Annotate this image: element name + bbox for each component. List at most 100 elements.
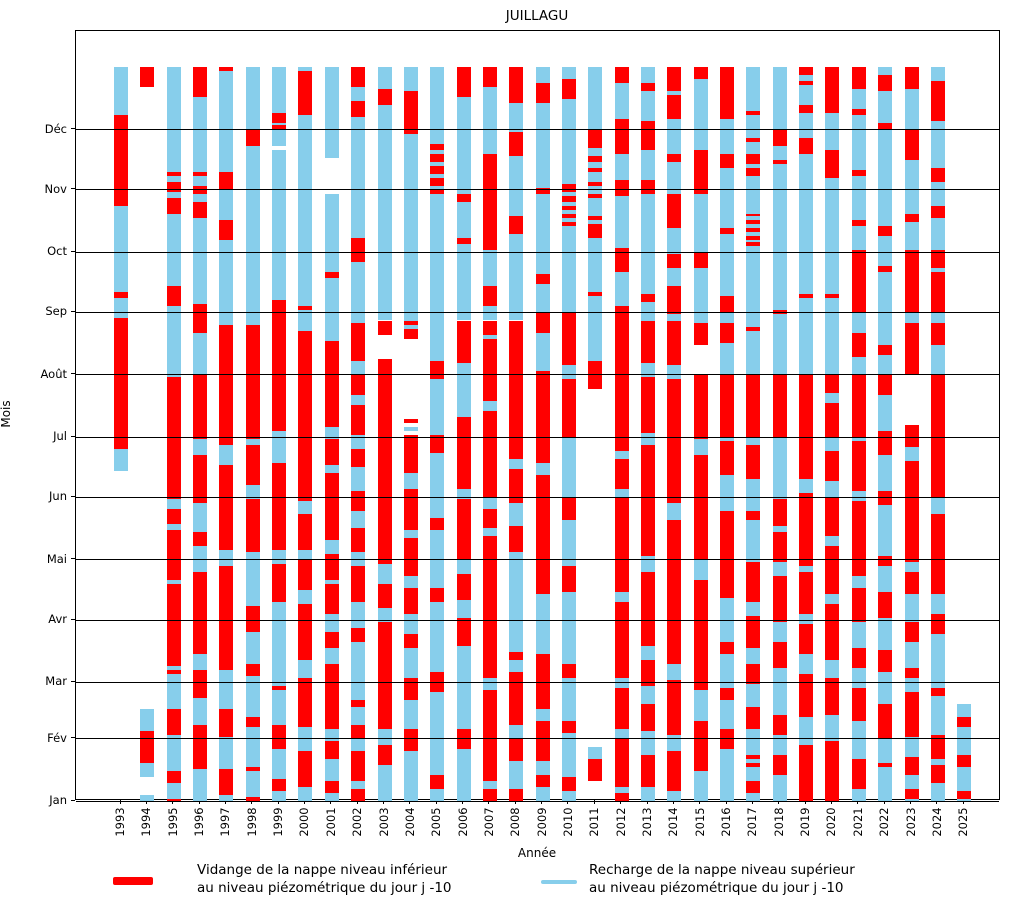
segment-vidange: [667, 67, 682, 92]
segment-recharge: [746, 224, 761, 229]
segment-recharge: [351, 642, 366, 701]
segment-recharge: [904, 642, 919, 669]
segment-recharge: [825, 113, 840, 150]
segment-vidange: [746, 153, 761, 164]
segment-recharge: [878, 354, 893, 375]
segment-recharge: [957, 726, 972, 755]
segment-recharge: [772, 437, 787, 500]
segment-recharge: [509, 103, 524, 132]
segment-recharge: [878, 91, 893, 124]
x-tick-label-2022: 2022: [877, 807, 892, 837]
segment-recharge: [746, 792, 761, 801]
segment-vidange: [324, 439, 339, 466]
segment-recharge: [904, 774, 919, 789]
segment-vidange: [456, 193, 471, 202]
y-tick-Fév: [71, 737, 75, 739]
segment-vidange: [509, 525, 524, 552]
segment-vidange: [641, 294, 655, 303]
year-bar-1995: [166, 31, 181, 801]
segment-recharge: [904, 159, 919, 214]
segment-recharge: [878, 129, 893, 226]
segment-recharge: [878, 455, 893, 492]
segment-vidange: [614, 459, 629, 490]
segment-recharge: [324, 728, 339, 741]
y-tick-label-Avr: Avr: [48, 612, 67, 627]
segment-recharge: [482, 497, 497, 510]
x-tick-label-1996: 1996: [192, 807, 207, 837]
x-tick-2020: [830, 800, 832, 804]
segment-recharge: [930, 121, 945, 168]
segment-recharge: [720, 342, 735, 375]
segment-vidange: [166, 770, 181, 783]
segment-recharge: [878, 67, 893, 76]
segment-vidange: [561, 776, 576, 791]
gridline-Sep: [76, 311, 999, 313]
year-bar-2019: [799, 31, 814, 801]
segment-recharge: [746, 215, 761, 220]
segment-vidange: [219, 324, 234, 446]
segment-recharge: [588, 67, 603, 130]
segment-vidange: [351, 788, 366, 801]
segment-recharge: [193, 175, 208, 186]
x-tick-label-2001: 2001: [323, 807, 338, 837]
segment-recharge: [272, 149, 287, 301]
segment-recharge: [430, 692, 445, 775]
segment-recharge: [561, 99, 576, 184]
segment-vidange: [324, 340, 339, 428]
segment-vidange: [825, 497, 840, 536]
x-tick-2011: [593, 800, 595, 804]
segment-recharge: [825, 177, 840, 295]
segment-recharge: [298, 501, 313, 514]
segment-vidange: [772, 531, 787, 562]
segment-vidange: [799, 374, 814, 480]
segment-vidange: [561, 221, 576, 226]
segment-recharge: [403, 67, 418, 92]
segment-vidange: [904, 756, 919, 775]
x-tick-label-2015: 2015: [692, 807, 707, 837]
segment-vidange: [324, 780, 339, 793]
year-bar-2001: [324, 31, 339, 801]
segment-vidange: [298, 750, 313, 787]
segment-recharge: [166, 191, 181, 198]
segment-recharge: [825, 714, 840, 741]
segment-recharge: [140, 708, 155, 731]
segment-recharge: [851, 668, 866, 689]
segment-recharge: [930, 312, 945, 323]
x-tick-label-2012: 2012: [613, 807, 628, 837]
x-tick-2025: [962, 800, 964, 804]
segment-recharge: [456, 244, 471, 321]
segment-vidange: [509, 131, 524, 156]
segment-vidange: [166, 708, 181, 735]
segment-vidange: [825, 294, 840, 299]
segment-vidange: [351, 67, 366, 88]
segment-vidange: [403, 419, 418, 424]
segment-recharge: [851, 89, 866, 110]
segment-vidange: [561, 720, 576, 733]
segment-vidange: [614, 67, 629, 84]
segment-vidange: [772, 499, 787, 526]
segment-vidange: [720, 322, 735, 343]
segment-vidange: [377, 744, 392, 765]
segment-vidange: [772, 129, 787, 146]
segment-vidange: [746, 706, 761, 729]
gridline-Jun: [76, 496, 999, 498]
segment-vidange: [482, 690, 497, 781]
segment-vidange: [588, 215, 603, 220]
segment-vidange: [219, 465, 234, 550]
segment-recharge: [746, 479, 761, 512]
segment-recharge: [535, 284, 550, 313]
segment-vidange: [193, 374, 208, 440]
segment-vidange: [114, 292, 128, 299]
segment-recharge: [456, 599, 471, 619]
segment-recharge: [403, 575, 418, 588]
segment-vidange: [535, 274, 550, 285]
segment-recharge: [245, 676, 260, 717]
y-tick-label-Fév: Fév: [47, 730, 67, 745]
segment-recharge: [720, 437, 735, 442]
segment-vidange: [772, 159, 787, 164]
segment-vidange: [588, 758, 603, 781]
segment-recharge: [456, 489, 471, 500]
segment-vidange: [693, 252, 708, 269]
segment-recharge: [377, 764, 392, 801]
segment-recharge: [930, 217, 945, 251]
